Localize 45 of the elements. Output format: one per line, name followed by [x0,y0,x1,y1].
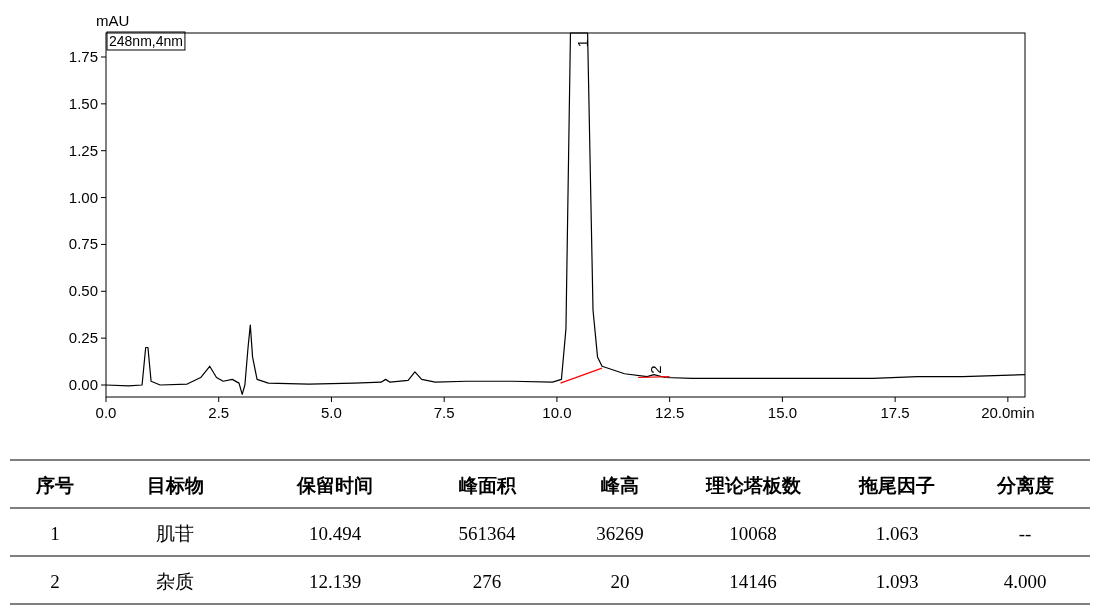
y-tick-label: 1.50 [68,94,98,112]
category-label: 分离度 [995,475,1054,496]
x-tick-label: 12.5 [655,404,685,421]
text: 561364 [458,523,516,544]
annotation: 1 [573,39,591,48]
x-tick-label: 17.5 [880,404,910,421]
text: 20 [610,571,630,592]
text: 2 [50,571,60,592]
category-label: 峰高 [601,475,639,496]
annotation: 2 [646,365,664,374]
x-tick-label: 7.5 [433,404,455,421]
x-tick-label: 5.0 [321,404,342,421]
x-tick-label: 15.0 [767,404,797,421]
y-tick-label: 0.00 [68,376,98,393]
text: 肌苷 [156,523,194,544]
y-tick-label: 0.25 [68,329,98,347]
text: -- [1018,523,1032,544]
text: 276 [472,571,502,592]
x-tick-label: 20.0min [981,404,1035,421]
category-label: 理论塔板数 [704,475,802,496]
text: 10.494 [308,523,362,544]
category-label: 序号 [35,475,74,496]
text: 36269 [596,523,644,544]
text: 14146 [729,571,777,592]
y-tick-label: 1.25 [68,141,98,159]
y-tick-label: 0.75 [68,235,98,253]
y-tick-label: 1.75 [68,47,98,65]
category-label: 拖尾因子 [858,475,935,496]
category-label: 峰面积 [458,475,517,496]
text: 1 [50,523,60,544]
annotation: 248nm,4nm [109,33,183,49]
x-tick-label: 0.0 [95,404,117,421]
category-label: 保留时间 [296,475,373,496]
y-tick-label: 1.00 [68,188,98,206]
x-tick-label: 2.5 [208,404,230,421]
category-label: 目标物 [146,475,204,496]
text: 1.093 [875,571,919,592]
text: 1.063 [875,523,919,544]
text: 12.139 [308,571,362,592]
y-tick-label: 0.50 [68,282,98,300]
x-tick-label: 10.0 [542,404,572,421]
text: 10068 [729,523,777,544]
text: 4.000 [1003,571,1047,592]
text: 杂质 [156,571,194,592]
y-axis-title: mAU [96,12,130,29]
